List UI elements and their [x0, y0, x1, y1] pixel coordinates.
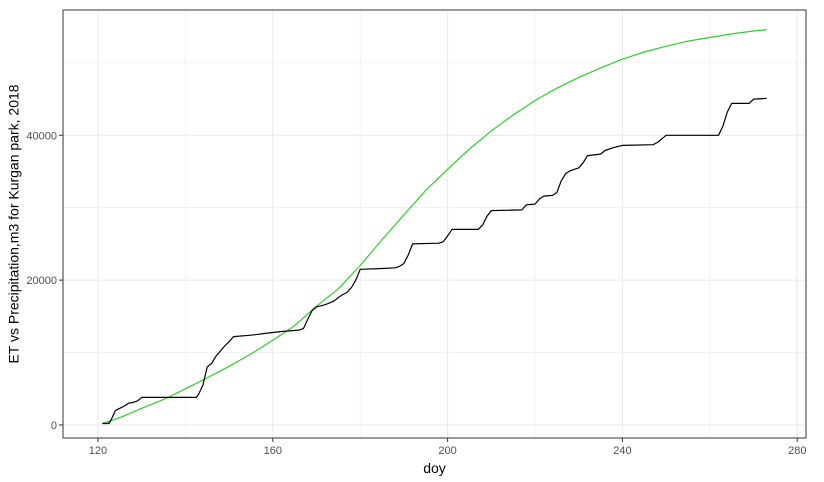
x-tick-label: 280 — [788, 445, 806, 457]
x-tick-label: 240 — [613, 445, 631, 457]
series-lines — [102, 29, 767, 425]
series-line-green — [102, 29, 767, 425]
x-tick-label: 160 — [264, 445, 282, 457]
panel-border — [62, 9, 807, 439]
series-line-black — [102, 97, 767, 425]
x-tick-label: 120 — [89, 445, 107, 457]
axes: 120 160 200 240 280 0 20000 40000 — [26, 130, 806, 457]
x-tick-label: 200 — [438, 445, 456, 457]
y-tick-label: 20000 — [26, 275, 57, 287]
y-axis-title: ET vs Precipitation,m3 for Kurgan park, … — [6, 84, 22, 363]
y-tick-label: 40000 — [26, 130, 57, 142]
gridlines — [63, 10, 806, 438]
x-axis-title: doy — [423, 460, 446, 476]
y-tick-label: 0 — [51, 420, 57, 432]
